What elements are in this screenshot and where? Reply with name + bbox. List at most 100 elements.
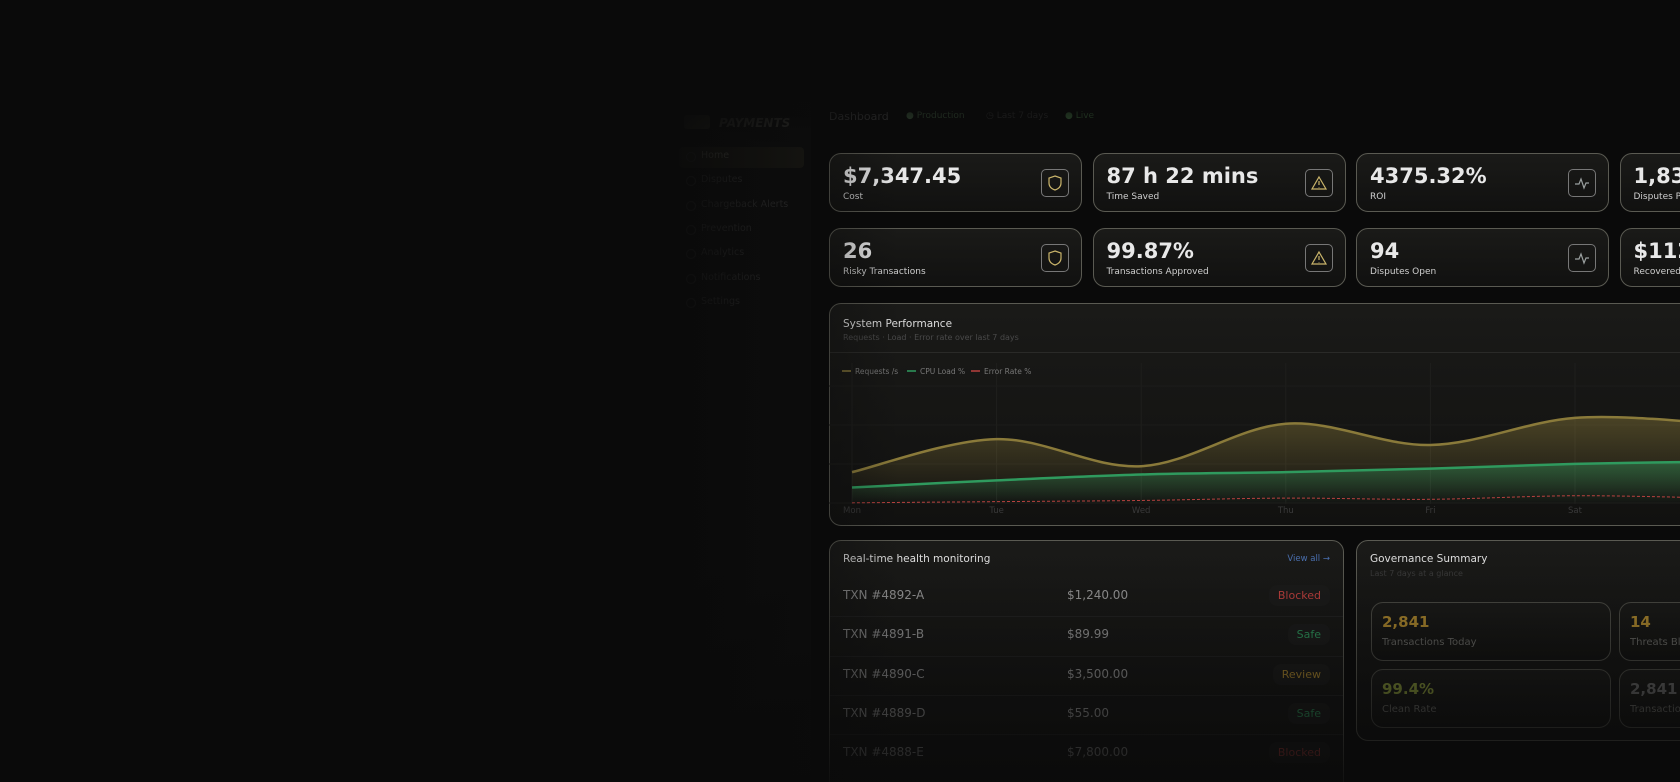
- x-tick-label: Wed: [1132, 506, 1151, 516]
- stat-value: 99.4%: [1382, 680, 1435, 698]
- txn-amount: $3,500.00: [1067, 666, 1129, 681]
- kpi-value: 1,835: [1633, 164, 1680, 188]
- kpi-value: $112,340: [1633, 239, 1680, 263]
- txn-amount: $55.00: [1067, 705, 1109, 720]
- txn-amount: $1,240.00: [1067, 588, 1129, 602]
- brand-logo: [684, 115, 710, 129]
- status-pill: Blocked: [1268, 742, 1330, 764]
- txn-id: TXN #4888-E: [843, 745, 924, 760]
- kpi-card: 4375.32% ROI: [1356, 153, 1609, 212]
- legend-label: Error Rate %: [984, 367, 1031, 376]
- nav-icon: [686, 273, 696, 284]
- environment[interactable]: ● Production: [906, 111, 965, 121]
- icon: [1048, 175, 1062, 191]
- status-pill: Safe: [1287, 702, 1330, 724]
- x-tick-label: Thu: [1277, 506, 1294, 516]
- live-text: Live: [1075, 111, 1095, 121]
- nav-active: [679, 147, 804, 168]
- icon: [1575, 252, 1589, 265]
- kpi-card: 26 Risky Transactions: [829, 228, 1082, 287]
- environment-text: Production: [916, 111, 965, 121]
- kpi-card: 1,835 Disputes Prevented: [1619, 153, 1680, 212]
- stat-value: 2,841: [1382, 613, 1430, 631]
- legend-label: Requests /s: [855, 367, 898, 376]
- x-tick-label: Fri: [1425, 506, 1435, 516]
- stat-card: 2,841 Transactions Today: [1371, 602, 1611, 661]
- x-tick-label: Mon: [843, 506, 861, 516]
- kpi-label: Time Saved: [1106, 192, 1160, 202]
- live: ● Live: [1065, 111, 1095, 121]
- kpi-label: Disputes Prevented: [1633, 192, 1680, 202]
- kpi-card: 99.87% Transactions Approved: [1092, 228, 1346, 287]
- kpi-card: $112,340 Recovered Revenue: [1619, 228, 1680, 287]
- stat-card: 99.4% Clean Rate: [1371, 669, 1611, 728]
- kpi-card: $7,347.45 Cost: [829, 153, 1082, 212]
- kpi-value: 4375.32%: [1370, 164, 1487, 188]
- governance-card: Governance Summary Last 7 days at a glan…: [1356, 540, 1680, 741]
- x-tick-label: Sat: [1568, 506, 1583, 516]
- kpi-icon: [1568, 169, 1596, 197]
- stat-value: 14: [1630, 613, 1651, 631]
- x-tick-label: Tue: [988, 506, 1004, 516]
- health-card: Real-time health monitoring View all → T…: [829, 540, 1344, 782]
- txn-id: TXN #4892-A: [843, 588, 925, 602]
- nav-item[interactable]: Disputes: [701, 174, 743, 186]
- range[interactable]: ◷ Last 7 days: [986, 111, 1049, 121]
- icon: [1575, 177, 1589, 190]
- kpi-label: Transactions Approved: [1106, 267, 1209, 277]
- txn-id: TXN #4890-C: [843, 666, 925, 681]
- stat-label: Clean Rate: [1382, 704, 1437, 715]
- nav-item[interactable]: Chargeback Alerts: [701, 198, 789, 210]
- kpi-value: 87 h 22 mins: [1106, 164, 1259, 188]
- kpi-label: Disputes Open: [1370, 267, 1437, 277]
- stat-card: 14 Threats Blocked: [1619, 602, 1680, 661]
- governance-title: Governance Summary: [1370, 553, 1488, 565]
- kpi-label: ROI: [1370, 192, 1386, 202]
- kpi-icon: [1041, 169, 1069, 197]
- kpi-label: Recovered Revenue: [1633, 267, 1680, 277]
- kpi-value: 26: [843, 239, 873, 263]
- brand: PAYMENTS: [719, 116, 791, 130]
- stat-card: 2,841 Transactions: [1619, 669, 1680, 728]
- governance-subtitle: Last 7 days at a glance: [1370, 569, 1463, 578]
- status-pill: Blocked: [1268, 585, 1330, 606]
- nav-icon: [686, 152, 696, 162]
- status-pill: Safe: [1287, 624, 1330, 646]
- icon: [1310, 250, 1327, 265]
- kpi-value: 94: [1370, 239, 1400, 263]
- range-text: Last 7 days: [996, 111, 1049, 121]
- stat-value: 2,841: [1630, 680, 1678, 698]
- performance-chart: Requests /s CPU Load % Error Rate % Mon Tue W…: [829, 363, 1680, 516]
- nav-item[interactable]: Home: [701, 150, 730, 161]
- row-divider: [830, 734, 1343, 736]
- kpi-icon: [1041, 244, 1069, 272]
- nav-icon: [686, 200, 696, 211]
- txn-id: TXN #4889-D: [843, 705, 926, 720]
- kpi-value: 99.87%: [1106, 239, 1194, 263]
- icon: [1048, 250, 1062, 266]
- legend-label: CPU Load %: [920, 367, 965, 376]
- health-title: Real-time health monitoring: [843, 553, 991, 565]
- stat-label: Transactions Today: [1382, 637, 1477, 648]
- kpi-icon: [1568, 244, 1596, 272]
- nav-item[interactable]: Settings: [701, 295, 740, 307]
- nav-item[interactable]: Prevention: [701, 222, 752, 234]
- icon: [1310, 175, 1327, 190]
- nav-item[interactable]: Analytics: [701, 247, 745, 259]
- txn-amount: $89.99: [1067, 627, 1109, 642]
- row-divider: [830, 694, 1343, 696]
- txn-amount: $7,800.00: [1067, 745, 1129, 760]
- nav-icon: [686, 224, 696, 235]
- kpi-icon: [1304, 244, 1333, 272]
- view-all[interactable]: View all →: [1287, 554, 1330, 564]
- kpi-value: $7,347.45: [843, 164, 962, 188]
- txn-id: TXN #4891-B: [843, 627, 925, 642]
- status-pill: Review: [1272, 663, 1330, 685]
- row-divider: [830, 655, 1343, 657]
- nav-icon: [686, 297, 696, 308]
- nav-item[interactable]: Notifications: [701, 271, 761, 283]
- kpi-label: Risky Transactions: [843, 267, 926, 277]
- kpi-label: Cost: [843, 192, 864, 202]
- row-divider: [830, 616, 1343, 618]
